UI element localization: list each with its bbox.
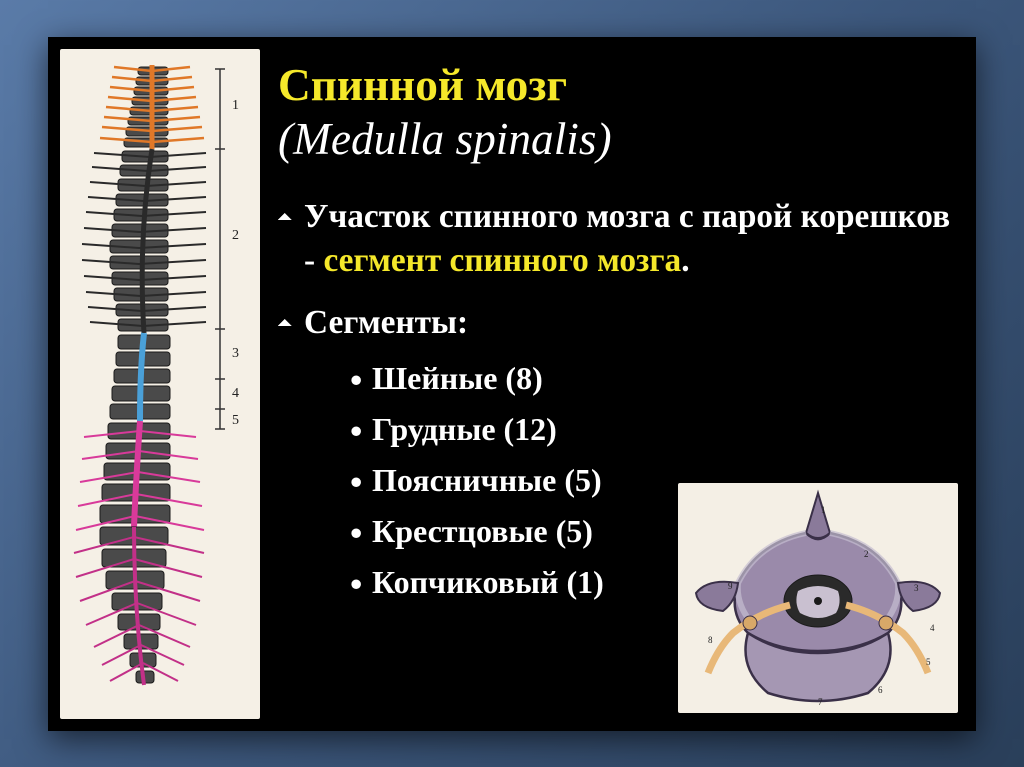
svg-text:9: 9 <box>728 581 733 591</box>
marker-5: 5 <box>232 413 239 428</box>
svg-text:1: 1 <box>821 505 826 515</box>
sacral-segment <box>76 421 204 530</box>
bullet1-post: . <box>681 242 689 279</box>
cervical-segment <box>100 65 204 149</box>
marker-2: 2 <box>232 228 239 243</box>
segment-thoracic: Грудные (12) <box>350 404 958 455</box>
spine-illustration: 1 2 3 4 5 <box>60 49 260 719</box>
segment-cervical: Шейные (8) <box>350 353 958 404</box>
cross-section-svg: 1 2 3 4 5 6 7 8 9 <box>678 483 958 713</box>
svg-text:3: 3 <box>914 583 919 593</box>
svg-text:8: 8 <box>708 635 713 645</box>
svg-text:4: 4 <box>930 623 935 633</box>
title-sub: (Medulla spinalis) <box>278 113 958 165</box>
marker-3: 3 <box>232 346 239 361</box>
slide-panel: 1 2 3 4 5 <box>48 37 976 731</box>
spine-svg: 1 2 3 4 5 <box>60 49 260 719</box>
svg-text:6: 6 <box>878 685 883 695</box>
segments-label: Сегменты: <box>304 304 468 341</box>
cross-section-illustration: 1 2 3 4 5 6 7 8 9 <box>678 483 958 713</box>
marker-4: 4 <box>232 386 239 401</box>
coccygeal-segment <box>74 527 204 685</box>
thoracic-segment <box>82 149 206 333</box>
title-main: Спинной мозг <box>278 59 958 111</box>
marker-1: 1 <box>232 98 239 113</box>
svg-text:2: 2 <box>864 549 869 559</box>
svg-text:7: 7 <box>818 697 823 707</box>
svg-text:5: 5 <box>926 657 931 667</box>
lumbar-segment <box>110 333 170 421</box>
bullet1-highlight: сегмент спинного мозга <box>323 242 681 279</box>
bullet-definition: Участок спинного мозга с парой корешков … <box>278 195 958 283</box>
